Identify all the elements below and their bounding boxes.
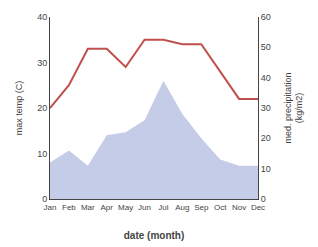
svg-text:0: 0 [261, 194, 266, 204]
svg-text:30: 30 [261, 103, 271, 113]
svg-text:20: 20 [261, 133, 271, 143]
svg-text:Jan: Jan [44, 203, 57, 212]
svg-text:Oct: Oct [214, 203, 227, 212]
svg-text:May: May [118, 203, 133, 212]
svg-text:Aug: Aug [175, 203, 189, 212]
svg-text:60: 60 [261, 12, 271, 22]
svg-text:40: 40 [261, 73, 271, 83]
svg-text:Sep: Sep [194, 203, 209, 212]
svg-text:med. precipitation(kg/m2): med. precipitation(kg/m2) [283, 72, 305, 143]
svg-text:0: 0 [42, 194, 47, 204]
svg-text:10: 10 [261, 164, 271, 174]
svg-text:40: 40 [37, 12, 47, 22]
svg-text:max temp (C): max temp (C) [14, 81, 24, 136]
svg-text:10: 10 [37, 149, 47, 159]
svg-text:date (month): date (month) [124, 230, 185, 241]
svg-text:50: 50 [261, 42, 271, 52]
svg-text:30: 30 [37, 58, 47, 68]
svg-text:Nov: Nov [232, 203, 246, 212]
svg-text:Jun: Jun [138, 203, 151, 212]
svg-text:20: 20 [37, 103, 47, 113]
svg-text:Jul: Jul [158, 203, 168, 212]
svg-text:Dec: Dec [251, 203, 265, 212]
svg-text:Mar: Mar [81, 203, 95, 212]
svg-text:Feb: Feb [62, 203, 76, 212]
svg-text:Apr: Apr [101, 203, 114, 212]
